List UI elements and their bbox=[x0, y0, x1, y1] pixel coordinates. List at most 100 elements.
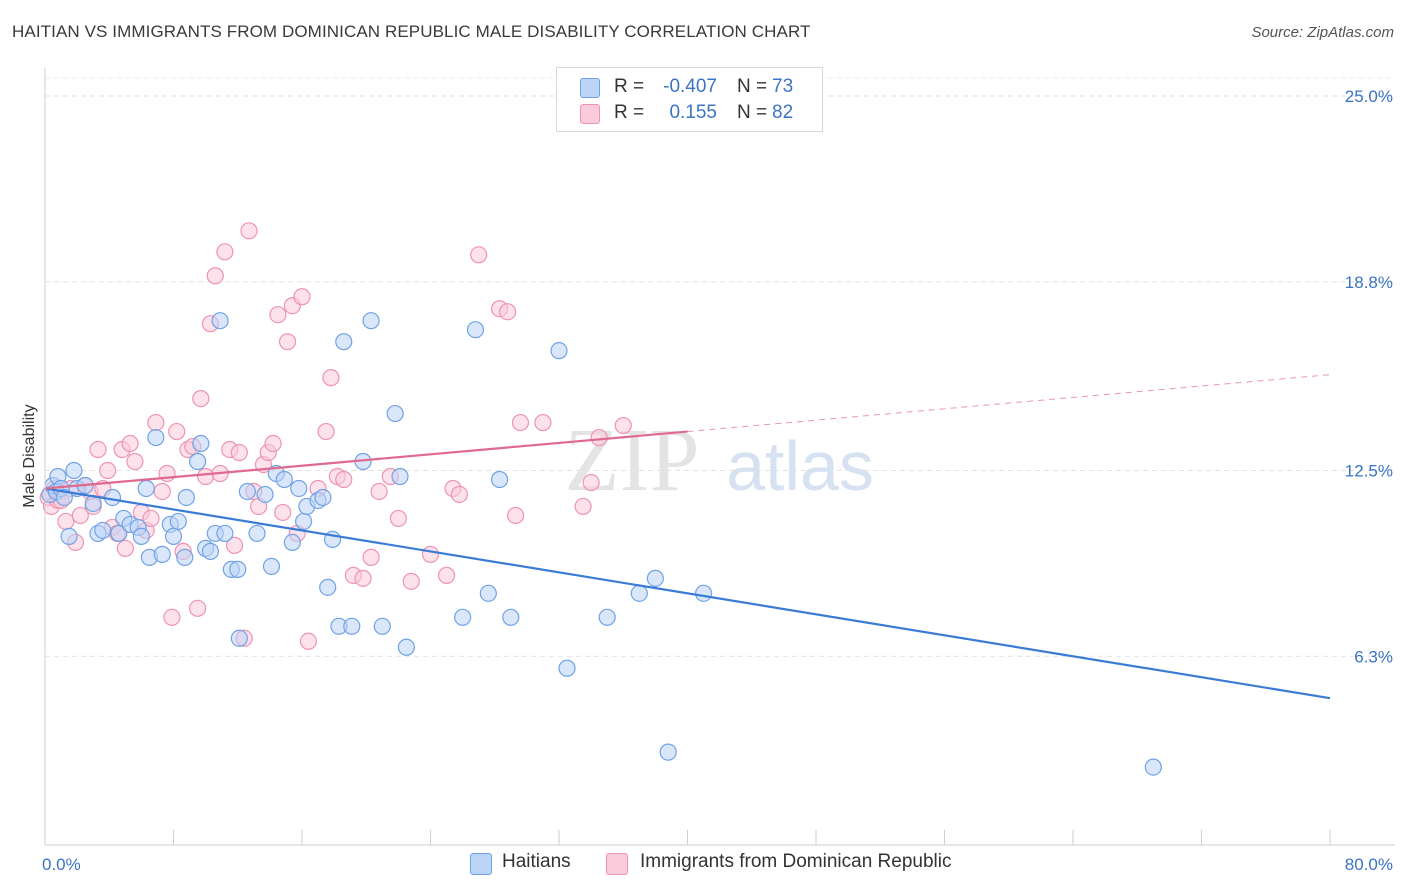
axes bbox=[44, 68, 1395, 846]
x-tick-label: 80.0% bbox=[1345, 855, 1393, 874]
data-point bbox=[169, 512, 187, 531]
data-point bbox=[65, 461, 83, 480]
data-point bbox=[550, 342, 568, 360]
data-point bbox=[216, 524, 234, 543]
x-tick-label: 0.0% bbox=[42, 855, 81, 874]
legend-r-label: R = bbox=[614, 76, 645, 97]
legend-r-value: 0.155 bbox=[669, 102, 717, 123]
data-point bbox=[335, 333, 353, 351]
data-point bbox=[147, 428, 165, 447]
data-point bbox=[295, 512, 313, 531]
data-point bbox=[176, 548, 194, 566]
chart-title: HAITIAN VS IMMIGRANTS FROM DOMINICAN REP… bbox=[12, 22, 811, 41]
data-point bbox=[168, 422, 186, 441]
data-point bbox=[142, 509, 160, 528]
data-point bbox=[121, 434, 139, 453]
data-point bbox=[216, 243, 234, 261]
data-point bbox=[71, 506, 89, 525]
data-point bbox=[206, 267, 224, 285]
data-point bbox=[163, 608, 181, 626]
bottom-legend-haitians[interactable]: Haitians bbox=[470, 851, 600, 877]
legend-row-dominican: R = 0.155 N = 82 bbox=[557, 102, 822, 126]
data-point bbox=[391, 467, 409, 486]
data-point bbox=[116, 539, 134, 557]
data-point bbox=[275, 470, 293, 489]
y-tick-label: 12.5% bbox=[1345, 462, 1393, 481]
data-points bbox=[39, 222, 1162, 776]
grid-lines bbox=[45, 77, 1395, 657]
y-tick-label: 18.8% bbox=[1345, 273, 1393, 292]
data-point bbox=[389, 509, 407, 528]
data-point bbox=[262, 557, 281, 575]
data-point bbox=[230, 629, 248, 647]
data-point bbox=[362, 312, 380, 330]
data-point bbox=[362, 548, 380, 566]
data-point bbox=[188, 452, 207, 471]
data-point bbox=[299, 632, 318, 650]
legend-label-haitians: Haitians bbox=[502, 851, 571, 872]
trend-line-dominican-extension bbox=[687, 374, 1331, 433]
data-point bbox=[470, 246, 488, 264]
data-point bbox=[264, 434, 282, 453]
data-point bbox=[293, 288, 311, 306]
data-point bbox=[659, 743, 677, 761]
data-point bbox=[238, 482, 256, 501]
data-point bbox=[511, 413, 530, 432]
data-point bbox=[89, 440, 107, 459]
data-point bbox=[317, 422, 335, 441]
data-point bbox=[274, 503, 292, 522]
data-point bbox=[137, 479, 155, 498]
data-point bbox=[256, 485, 274, 504]
trend-line-dominican bbox=[44, 430, 688, 490]
data-point bbox=[269, 306, 287, 324]
data-point bbox=[479, 584, 497, 602]
data-point bbox=[278, 333, 297, 351]
data-point bbox=[507, 506, 525, 525]
data-point bbox=[319, 578, 337, 596]
legend-swatch-haitians bbox=[470, 853, 492, 875]
data-point bbox=[248, 524, 266, 543]
data-point bbox=[55, 488, 73, 507]
data-point bbox=[126, 452, 144, 471]
data-point bbox=[373, 617, 391, 635]
data-point bbox=[94, 521, 112, 540]
data-point bbox=[230, 443, 248, 462]
data-point bbox=[240, 222, 258, 240]
legend-n-label: N = bbox=[737, 76, 768, 97]
data-point bbox=[646, 569, 664, 587]
data-point bbox=[322, 369, 340, 387]
data-point bbox=[132, 527, 150, 546]
data-point bbox=[192, 434, 210, 453]
data-point bbox=[343, 617, 361, 635]
data-point bbox=[290, 479, 308, 498]
data-point bbox=[558, 659, 576, 677]
trend-line-haitians bbox=[44, 487, 1331, 700]
data-point bbox=[598, 608, 616, 626]
legend-swatch-dominican bbox=[606, 853, 628, 875]
data-point bbox=[582, 473, 600, 492]
data-point bbox=[197, 467, 215, 486]
data-point bbox=[354, 569, 372, 587]
data-point bbox=[370, 482, 388, 501]
data-point bbox=[60, 527, 78, 546]
data-point bbox=[386, 404, 404, 423]
data-point bbox=[614, 416, 632, 435]
bottom-legend-dominican[interactable]: Immigrants from Dominican Republic bbox=[606, 851, 986, 877]
watermark-atlas: atlas bbox=[726, 427, 874, 505]
data-point bbox=[454, 608, 472, 626]
legend-swatch-haitians bbox=[580, 78, 600, 98]
data-point bbox=[402, 572, 420, 590]
data-point bbox=[630, 584, 648, 602]
data-point bbox=[153, 482, 171, 501]
data-point bbox=[147, 413, 165, 432]
data-point bbox=[153, 545, 171, 563]
y-axis-label: Male Disability bbox=[21, 404, 38, 507]
data-point bbox=[229, 560, 247, 578]
data-point bbox=[574, 497, 592, 516]
data-point bbox=[421, 545, 440, 563]
y-tick-label: 6.3% bbox=[1354, 647, 1393, 666]
data-point bbox=[201, 542, 220, 560]
watermark-zip: ZIP bbox=[565, 411, 700, 510]
legend-n-value: 82 bbox=[772, 102, 794, 123]
